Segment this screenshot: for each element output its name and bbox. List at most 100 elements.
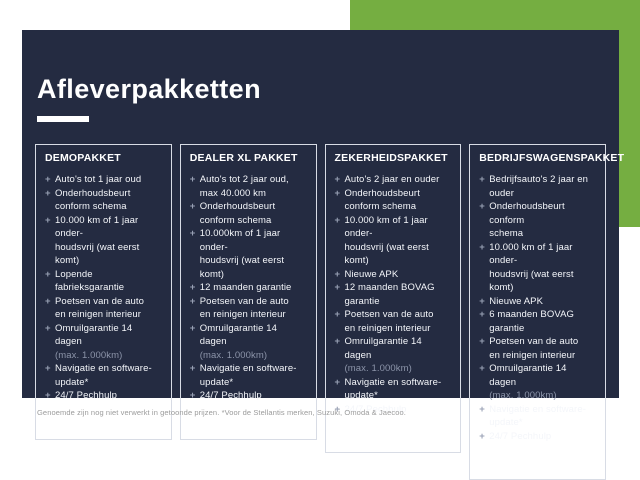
package-title: DEMOPAKKET (45, 152, 121, 164)
package-price: € 595 (114, 408, 161, 429)
feature-item: + Navigatie en software-update* (45, 362, 162, 389)
plus-icon: + (334, 376, 341, 388)
feature-item: +10.000 km of 1 jaar onder- houdsvrij (w… (479, 241, 596, 295)
feature-text: Bedrijfsauto's 2 jaar en ouder (489, 174, 588, 199)
feature-text: 12 maanden BOVAG garantie (344, 282, 435, 307)
plus-icon: + (189, 201, 196, 212)
plus-icon: + (189, 363, 196, 374)
plus-icon: + (45, 174, 51, 185)
package-card-demopakket: DEMOPAKKET + Auto's tot 1 jaar oud + Onderho… (35, 144, 172, 440)
feature-item: +10.000km of 1 jaar onder- houdsvrij (wa… (190, 227, 307, 281)
feature-text: Navigatie en software-update* (489, 403, 586, 429)
feature-list: + Auto's tot 2 jaar oud, max 40.000 km + On… (190, 173, 307, 403)
title-underline (37, 116, 89, 122)
plus-icon: + (479, 309, 485, 320)
feature-item: +24/7 Pechhulp (190, 389, 307, 403)
feature-list: + Auto's 2 jaar en ouder + Onderhoudsbeurt … (335, 173, 452, 416)
plus-icon: + (189, 282, 196, 293)
feature-text: Nieuwe APK (489, 295, 544, 307)
package-price: € 1.095 (388, 422, 451, 442)
feature-item: + Navigatie en software-update* (335, 376, 452, 403)
plus-icon: + (45, 322, 51, 334)
feature-text: 10.000 km of 1 jaar onder- houdsvrij (wa… (55, 214, 140, 267)
page-title: Afleverpakketten (37, 74, 261, 104)
package-title: ZEKERHEIDSPAKKET (334, 152, 448, 164)
feature-item: +12 maanden garantie (190, 281, 307, 295)
feature-list: + Auto's tot 1 jaar oud + Onderhoudsbeurt c… (45, 173, 162, 403)
feature-item: +10.000 km of 1 jaar onder- houdsvrij (w… (45, 214, 162, 268)
feature-item: + Onderhoudsbeurt conform schema (479, 200, 596, 241)
package-title: BEDRIJFSWAGENSPAKKET (479, 152, 625, 164)
plus-icon: + (334, 403, 341, 415)
feature-item: + Lopende fabrieksgarantie (45, 268, 162, 295)
plus-icon: + (479, 363, 485, 374)
plus-icon: + (334, 187, 341, 199)
feature-text: Nieuwe APK (344, 268, 399, 280)
feature-item: +10.000 km of 1 jaar onder- houdsvrij (w… (335, 214, 452, 268)
feature-list: + Bedrijfsauto's 2 jaar en ouder + Onderhou… (479, 173, 596, 443)
plus-icon: + (479, 201, 485, 212)
plus-icon: + (334, 309, 341, 320)
plus-icon: + (189, 228, 196, 239)
plus-icon: + (479, 430, 485, 442)
package-price: € 795 (258, 408, 306, 429)
feature-text: Omruilgarantie 14 dagen (max. 1.000km) (345, 335, 452, 376)
feature-text: Auto's tot 1 jaar oud (55, 174, 142, 185)
plus-icon: + (45, 214, 51, 226)
feature-item: + Nieuwe APK (335, 268, 452, 282)
feature-item: + Omruilgarantie 14 dagen (max. 1.000km) (190, 322, 307, 363)
feature-text: 24/7 Pechhulp (489, 430, 552, 442)
package-card-zekerheidspakket: ZEKERHEIDSPAKKET + Auto's 2 jaar en ouder +… (324, 144, 462, 453)
feature-text: Navigatie en software-update* (344, 376, 442, 402)
feature-text: Onderhoudsbeurt conform schema (55, 187, 131, 213)
plus-icon: + (45, 268, 51, 280)
feature-note: (max. 1.000km) (344, 363, 412, 374)
plus-icon: + (334, 268, 341, 280)
feature-text: 24/7 Pechhulp (344, 403, 407, 415)
package-card-bedrijfswagenspakket: BEDRIJFSWAGENSPAKKET + Bedrijfsauto's 2 ja… (469, 144, 625, 480)
plus-icon: + (189, 174, 196, 185)
plus-icon: + (479, 295, 485, 307)
feature-item: + Onderhoudsbeurt conform schema (190, 200, 307, 227)
plus-icon: + (334, 336, 341, 347)
feature-item: + Auto's 2 jaar en ouder (335, 173, 452, 187)
feature-text: Navigatie en software-update* (55, 363, 152, 388)
plus-icon: + (45, 390, 51, 401)
feature-text: Onderhoudsbeurt conform schema (489, 201, 565, 239)
feature-item: + Bedrijfsauto's 2 jaar en ouder (479, 173, 596, 200)
plus-icon: + (45, 295, 51, 307)
plus-icon: + (189, 322, 196, 334)
feature-text: Poetsen van de auto en reinigen interieu… (199, 295, 289, 321)
feature-item: + Omruilgarantie 14 dagen (max. 1.000km) (335, 335, 452, 376)
feature-item: + Onderhoudsbeurt conform schema (45, 187, 162, 214)
feature-item: +24/7 Pechhulp (45, 389, 162, 403)
plus-icon: + (334, 282, 341, 293)
feature-item: + Onderhoudsbeurt conform schema (335, 187, 452, 214)
afleverpakketten-panel: Afleverpakketten DEMOPAKKET + Auto's tot 1… (22, 30, 624, 480)
feature-item: + Nieuwe APK (479, 295, 596, 309)
feature-text: Poetsen van de auto en reinigen interieu… (55, 295, 145, 321)
feature-item: + Poetsen van de auto en reinigen interie… (45, 295, 162, 322)
plus-icon: + (479, 403, 485, 415)
feature-note: (max. 1.000km) (199, 349, 268, 361)
feature-text: 10.000 km of 1 jaar onder- houdsvrij (wa… (344, 214, 429, 267)
feature-item: +24/7 Pechhulp (479, 430, 596, 444)
plus-icon: + (334, 174, 341, 185)
feature-text: 24/7 Pechhulp (199, 390, 262, 401)
feature-text: Auto's tot 2 jaar oud, max 40.000 km (199, 174, 289, 199)
plus-icon: + (45, 363, 51, 374)
feature-text: 10.000km of 1 jaar onder- houdsvrij (wat… (199, 228, 285, 280)
feature-text: Onderhoudsbeurt conform schema (199, 201, 276, 226)
package-title: DEALER XL PAKKET (189, 152, 298, 164)
feature-note: (max. 1.000km) (489, 390, 557, 401)
feature-item: + Poetsen van de auto en reinigen interie… (190, 295, 307, 322)
plus-icon: + (479, 241, 485, 253)
feature-item: + Navigatie en software-update* (479, 403, 596, 430)
feature-text: Omruilgarantie 14 dagen (max. 1.000km) (55, 322, 162, 363)
plus-icon: + (479, 174, 485, 185)
feature-text: Poetsen van de auto en reinigen interieu… (344, 309, 434, 334)
feature-item: + Omruilgarantie 14 dagen (max. 1.000km) (45, 322, 162, 363)
feature-item: + Auto's tot 2 jaar oud, max 40.000 km (190, 173, 307, 200)
feature-item: +6 maanden BOVAG garantie (479, 308, 596, 335)
plus-icon: + (479, 336, 485, 347)
